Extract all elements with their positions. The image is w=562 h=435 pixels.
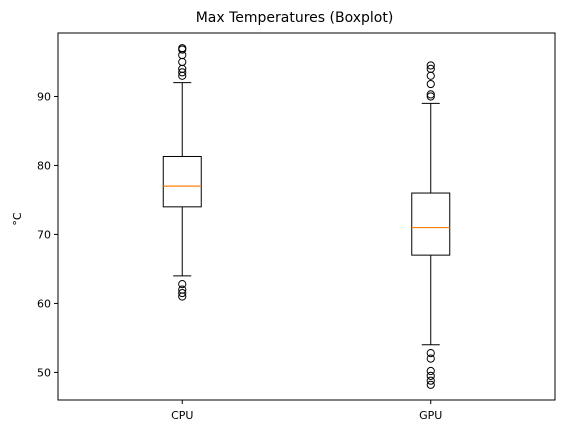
y-axis-label: °C [11, 212, 24, 226]
outlier-point [178, 68, 187, 77]
outlier-point [178, 285, 187, 294]
y-tick-label: 50 [37, 366, 51, 379]
outlier-point [426, 79, 435, 89]
plot-frame [57, 32, 556, 401]
y-tick-label: 90 [37, 90, 51, 103]
box-cpu [162, 155, 202, 208]
outlier-point [426, 371, 435, 380]
outlier-point [426, 90, 435, 99]
outlier-point [426, 61, 435, 70]
plot-area: 50 60 70 80 90 CPU GPU [37, 44, 451, 422]
outlier-point [178, 288, 187, 298]
outlier-point [426, 380, 435, 389]
outlier-point [426, 376, 435, 385]
outlier-point [426, 366, 435, 376]
outlier-point [426, 354, 435, 363]
outlier-point [178, 280, 187, 289]
outlier-point [426, 348, 435, 358]
outlier-point [178, 44, 187, 53]
outlier-point [426, 92, 435, 101]
y-tick-label: 70 [37, 228, 51, 241]
x-tick-label: CPU [171, 409, 193, 422]
chart-title: Max Temperatures (Boxplot) [196, 10, 394, 26]
outlier-point [426, 64, 435, 73]
y-tick-label: 80 [37, 159, 51, 172]
x-tick-label: GPU [419, 409, 442, 422]
y-tick-label: 60 [37, 297, 51, 310]
box-gpu [411, 192, 451, 256]
